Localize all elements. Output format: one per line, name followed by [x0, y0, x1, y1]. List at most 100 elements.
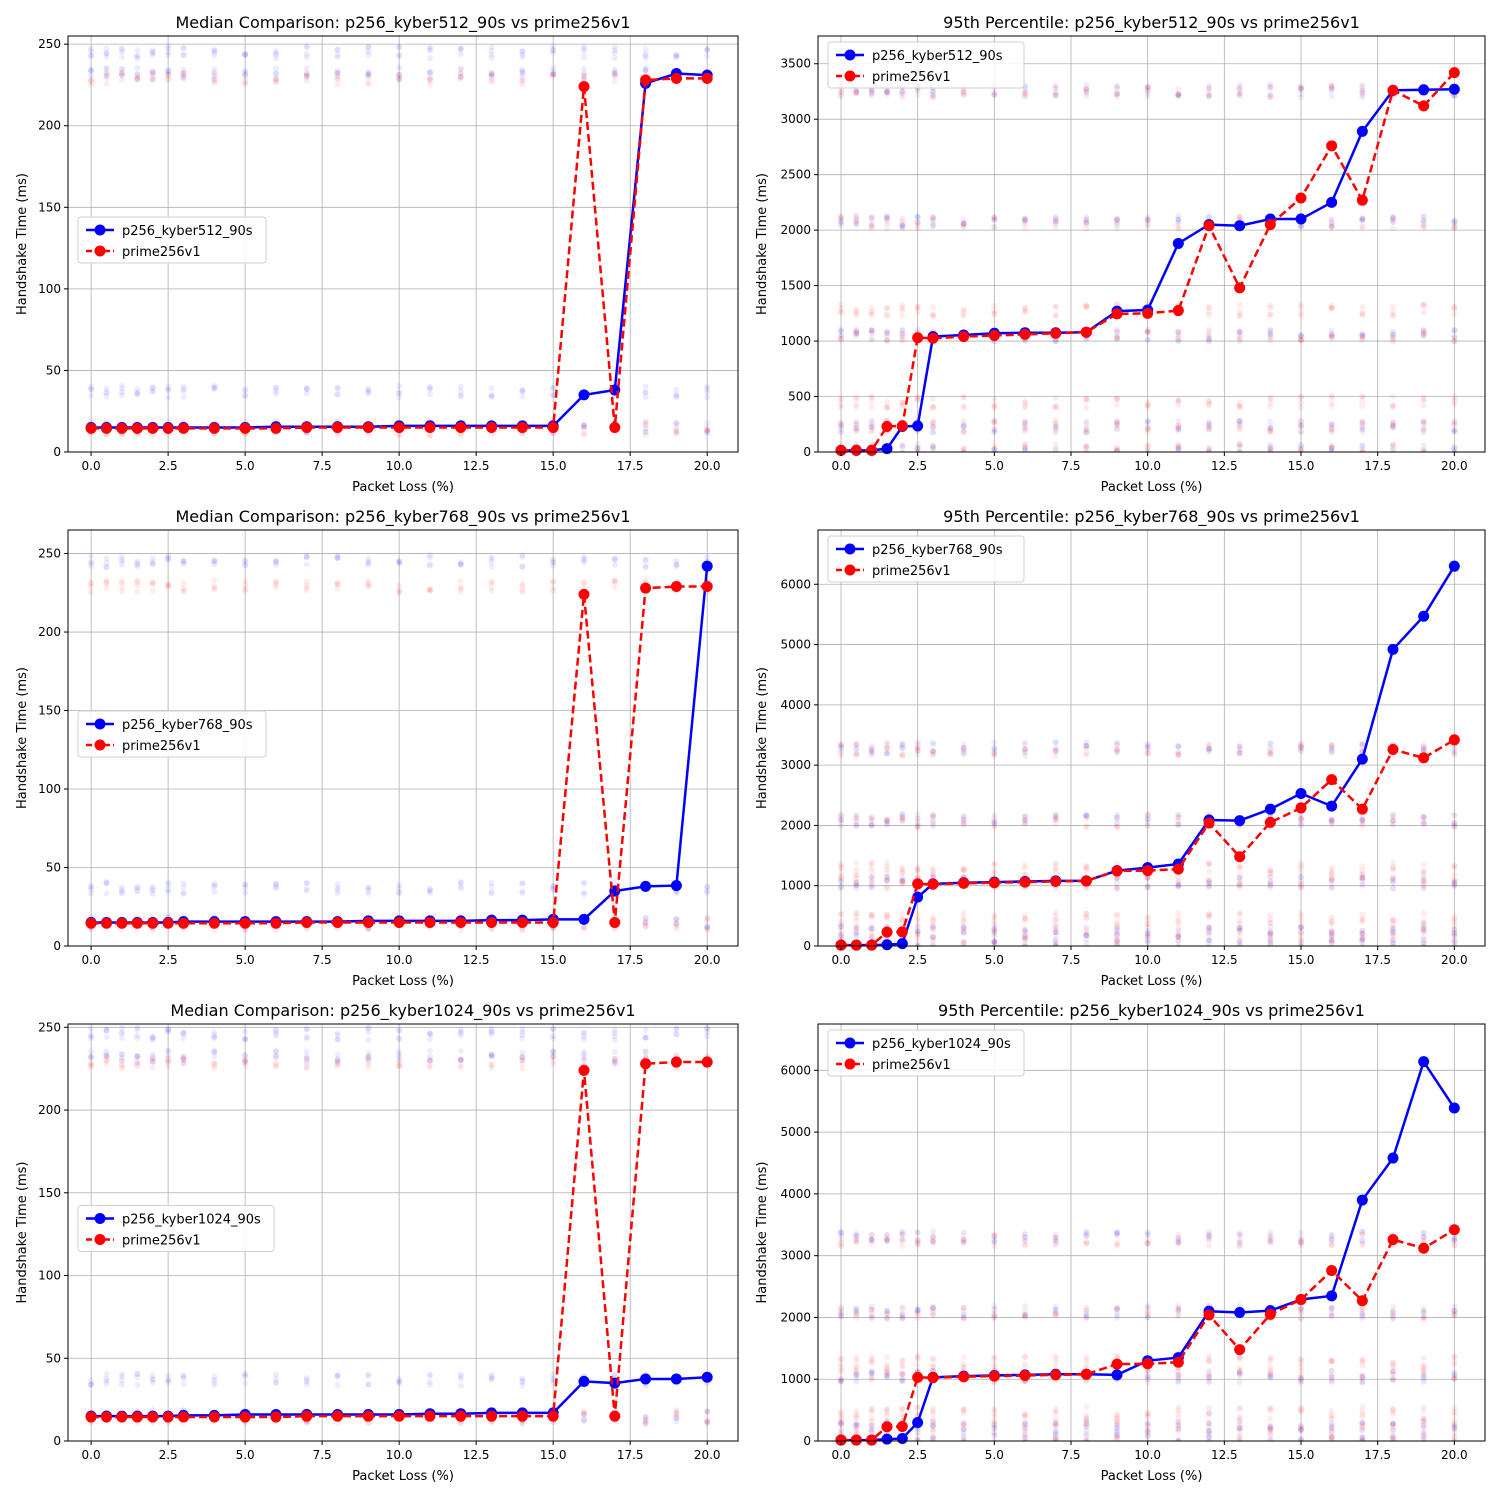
- raw-point: [242, 386, 249, 393]
- raw-point: [642, 418, 649, 425]
- raw-point: [1359, 86, 1366, 93]
- raw-point: [1206, 927, 1212, 934]
- x-tick-label: 2.5: [908, 953, 927, 967]
- raw-point: [1206, 923, 1212, 930]
- raw-point: [1420, 217, 1427, 224]
- raw-point: [704, 914, 711, 921]
- raw-point: [1052, 213, 1059, 220]
- raw-point: [1144, 404, 1151, 411]
- raw-point: [1298, 815, 1304, 822]
- data-point: [178, 1411, 190, 1423]
- raw-point: [1236, 864, 1243, 871]
- raw-point: [853, 741, 860, 748]
- raw-point: [1114, 335, 1120, 342]
- raw-point: [1144, 221, 1151, 228]
- raw-point: [868, 335, 875, 342]
- raw-point: [580, 553, 587, 560]
- raw-point: [1237, 946, 1243, 952]
- raw-point: [1144, 875, 1151, 882]
- data-point: [1050, 875, 1062, 887]
- raw-point: [868, 911, 875, 918]
- raw-point: [930, 812, 936, 819]
- raw-point: [853, 741, 860, 748]
- raw-point: [960, 422, 967, 429]
- raw-point: [960, 816, 967, 823]
- raw-point: [1420, 223, 1427, 230]
- raw-point: [1175, 934, 1182, 941]
- data-point: [455, 916, 467, 928]
- raw-point: [103, 80, 110, 87]
- raw-point: [1267, 930, 1274, 937]
- raw-point: [960, 927, 967, 934]
- raw-point: [930, 926, 936, 933]
- raw-point: [960, 220, 967, 227]
- raw-point: [134, 563, 141, 570]
- raw-point: [426, 586, 433, 593]
- raw-point: [519, 77, 526, 84]
- raw-point: [211, 577, 218, 584]
- raw-point: [1175, 933, 1182, 940]
- legend-label: prime256v1: [122, 245, 201, 260]
- raw-point: [930, 914, 936, 921]
- raw-point: [1114, 937, 1120, 944]
- raw-point: [1390, 926, 1396, 933]
- x-tick-label: 0.0: [82, 459, 101, 473]
- data-point: [116, 917, 128, 929]
- raw-point: [899, 814, 906, 821]
- raw-point: [211, 71, 218, 78]
- raw-point: [899, 331, 906, 338]
- raw-point: [1022, 446, 1028, 452]
- raw-point: [396, 44, 403, 51]
- raw-point: [1114, 448, 1120, 452]
- raw-point: [1206, 932, 1212, 939]
- raw-point: [899, 877, 906, 884]
- raw-point: [838, 220, 844, 227]
- raw-point: [1022, 864, 1028, 871]
- raw-point: [642, 54, 649, 61]
- raw-point: [1236, 749, 1243, 756]
- raw-point: [611, 561, 618, 568]
- raw-point: [1022, 308, 1028, 315]
- raw-point: [1022, 943, 1028, 946]
- raw-point: [884, 816, 890, 823]
- raw-point: [853, 220, 860, 227]
- raw-point: [149, 388, 156, 395]
- raw-point: [1328, 864, 1335, 871]
- raw-point: [884, 863, 890, 870]
- raw-point: [303, 65, 310, 72]
- raw-point: [1144, 336, 1151, 343]
- raw-point: [88, 45, 95, 52]
- raw-point: [165, 394, 172, 401]
- raw-point: [991, 812, 998, 819]
- raw-point: [103, 577, 110, 584]
- raw-point: [1144, 93, 1151, 100]
- raw-point: [868, 393, 875, 400]
- raw-point: [642, 67, 649, 74]
- raw-point: [930, 821, 936, 828]
- raw-point: [884, 750, 890, 757]
- raw-point: [426, 77, 433, 84]
- raw-point: [991, 419, 998, 426]
- raw-point: [211, 386, 218, 393]
- raw-point: [1420, 882, 1427, 889]
- raw-point: [1359, 215, 1366, 222]
- raw-point: [868, 876, 875, 883]
- raw-point: [1328, 918, 1335, 925]
- raw-point: [1267, 334, 1274, 341]
- raw-point: [149, 70, 156, 77]
- raw-point: [853, 312, 860, 319]
- raw-point: [1052, 394, 1059, 401]
- raw-point: [303, 1381, 310, 1388]
- raw-point: [838, 89, 844, 96]
- raw-point: [1420, 910, 1427, 917]
- raw-point: [1022, 935, 1028, 942]
- raw-point: [884, 225, 890, 232]
- raw-point: [1206, 883, 1212, 890]
- raw-point: [488, 393, 495, 400]
- raw-point: [165, 557, 172, 564]
- raw-point: [642, 421, 649, 428]
- data-point: [1295, 213, 1307, 225]
- raw-point: [1052, 747, 1059, 754]
- raw-point: [611, 78, 618, 85]
- legend-label: p256_kyber1024_90s: [122, 1213, 261, 1228]
